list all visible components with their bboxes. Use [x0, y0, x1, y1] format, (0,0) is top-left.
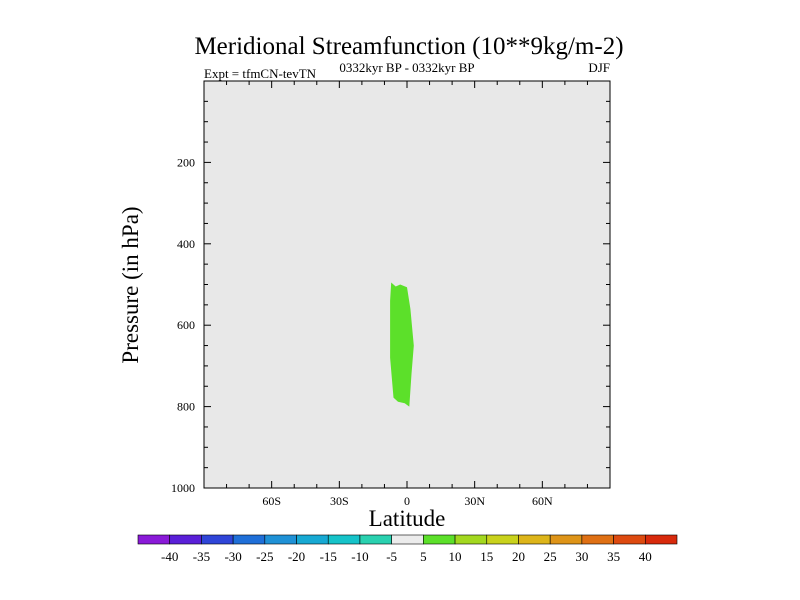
x-axis-label: Latitude [369, 506, 446, 531]
colorbar-swatch [391, 534, 424, 545]
filled-region-0 [390, 282, 414, 407]
plot-background [204, 81, 610, 488]
colorbar-swatch [486, 534, 519, 545]
y-tick-label: 600 [177, 318, 195, 332]
colorbar-swatch [201, 534, 234, 545]
colorbar-swatch [518, 534, 551, 545]
colorbar-swatch [359, 534, 392, 545]
colorbar-swatch [169, 534, 202, 545]
x-tick-label: 0 [404, 494, 410, 508]
x-tick-label: 30S [330, 494, 349, 508]
colorbar-label: -40 [161, 549, 178, 564]
y-axis: 200 400 600 800 1000 [171, 100, 610, 495]
y-axis-label: Pressure (in hPa) [118, 206, 143, 363]
colorbar-label: 25 [544, 549, 557, 564]
y-tick-label: 200 [177, 155, 195, 169]
y-tick-label: 1000 [171, 481, 195, 495]
colorbar-label: 10 [449, 549, 462, 564]
x-tick-label: 30N [464, 494, 485, 508]
x-tick-label: 60S [262, 494, 281, 508]
colorbar-swatch [454, 534, 488, 545]
colorbar: -40 -35 -30 -25 -20 -15 -10 -5 5 10 15 20 25 30 35 40 [137, 534, 678, 564]
colorbar-label: -35 [193, 549, 210, 564]
y-tick-label: 800 [177, 400, 195, 414]
colorbar-label: -20 [288, 549, 305, 564]
colorbar-label: 15 [480, 549, 493, 564]
colorbar-label: -25 [256, 549, 273, 564]
colorbar-swatch [232, 534, 266, 545]
colorbar-swatch [327, 534, 361, 545]
x-tick-label: 60N [532, 494, 553, 508]
colorbar-swatch [644, 534, 678, 545]
subtitle-right: DJF [588, 60, 610, 75]
colorbar-label: -15 [320, 549, 337, 564]
colorbar-swatch [423, 534, 456, 545]
colorbar-swatch [296, 534, 329, 545]
colorbar-swatch [613, 534, 646, 545]
colorbar-label: -10 [351, 549, 368, 564]
colorbar-label: 5 [420, 549, 427, 564]
colorbar-label: -5 [386, 549, 397, 564]
filled-regions [390, 282, 414, 407]
colorbar-swatch [137, 534, 171, 545]
colorbar-label: 35 [607, 549, 620, 564]
y-tick-label: 400 [177, 237, 195, 251]
subtitle-left: Expt = tfmCN-tevTN [204, 66, 317, 81]
colorbar-label: 40 [639, 549, 652, 564]
x-axis: 60S 30S 0 30N 60N [226, 81, 588, 508]
colorbar-swatch [549, 534, 583, 545]
chart-title: Meridional Streamfunction (10**9kg/m-2) [194, 33, 623, 60]
colorbar-label: -30 [224, 549, 241, 564]
colorbar-label: 20 [512, 549, 525, 564]
colorbar-swatch [264, 534, 297, 545]
colorbar-label: 30 [575, 549, 588, 564]
colorbar-swatch [581, 534, 614, 545]
subtitle-center: 0332kyr BP - 0332kyr BP [339, 60, 474, 75]
